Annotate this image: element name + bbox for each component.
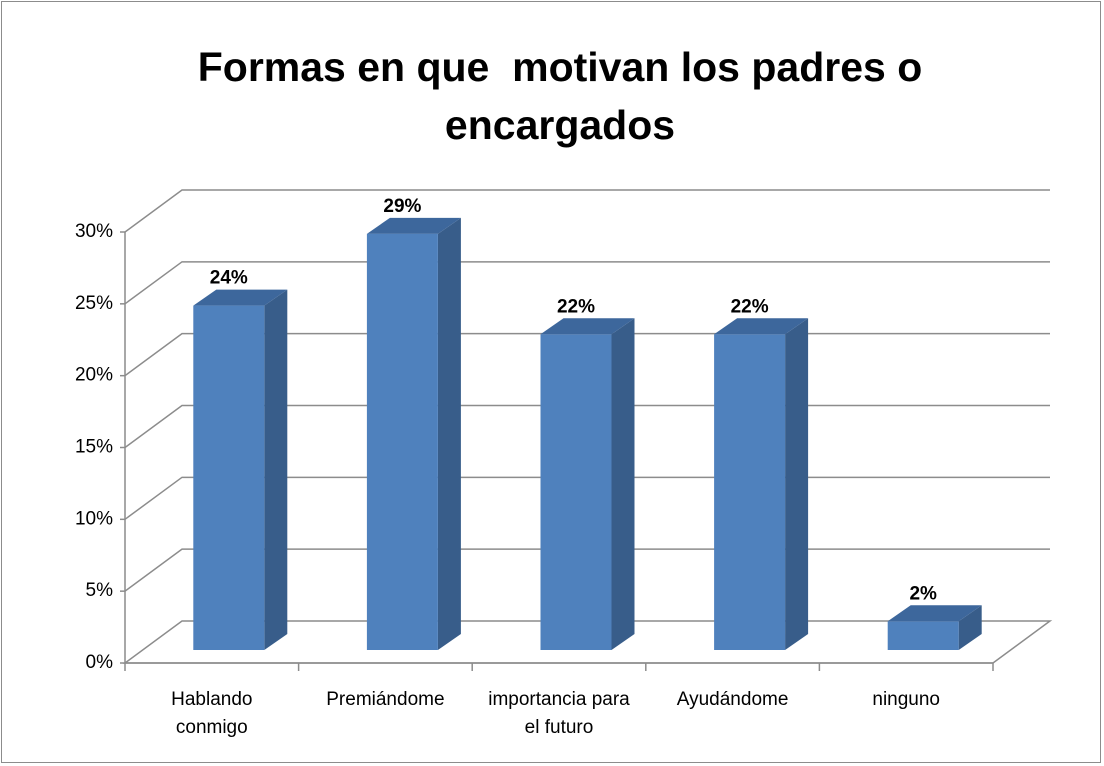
bar: [366, 233, 438, 650]
grid-line: [124, 189, 1050, 233]
bar-top: [193, 289, 288, 306]
value-label: 22%: [557, 296, 595, 317]
bar-side: [611, 318, 635, 650]
value-label: 2%: [909, 583, 937, 604]
bar-top: [366, 217, 461, 234]
y-tick-label: 10%: [75, 508, 113, 529]
bar: [540, 334, 612, 650]
chart-title: Formas en que motivan los padres o encar…: [197, 44, 934, 148]
y-tick-label: 25%: [75, 293, 113, 314]
x-tick-label: importancia para el futuro: [488, 689, 630, 738]
value-label: 22%: [731, 296, 769, 317]
y-tick-label: 20%: [75, 365, 113, 386]
bar-top: [540, 318, 635, 335]
value-label: 24%: [210, 268, 248, 289]
value-label: 29%: [383, 196, 421, 217]
bar-side: [264, 289, 288, 650]
x-tick-label: Hablando conmigo: [171, 689, 253, 738]
bar-side: [437, 217, 461, 650]
bar-top: [714, 318, 809, 335]
x-tick-label: Premiándome: [326, 689, 445, 710]
bar-top: [887, 605, 982, 622]
y-tick-label: 30%: [75, 221, 113, 242]
bar: [193, 305, 265, 650]
bar-side: [785, 318, 809, 650]
bar: [714, 334, 786, 650]
y-tick-label: 5%: [86, 580, 114, 601]
y-tick-label: 0%: [86, 652, 114, 673]
y-tick-label: 15%: [75, 437, 113, 458]
x-tick-label: ninguno: [872, 689, 940, 710]
bar-side: [958, 605, 982, 650]
bar: [887, 621, 959, 650]
grid-line: [124, 261, 1050, 305]
x-tick-label: Ayudándome: [676, 689, 789, 710]
